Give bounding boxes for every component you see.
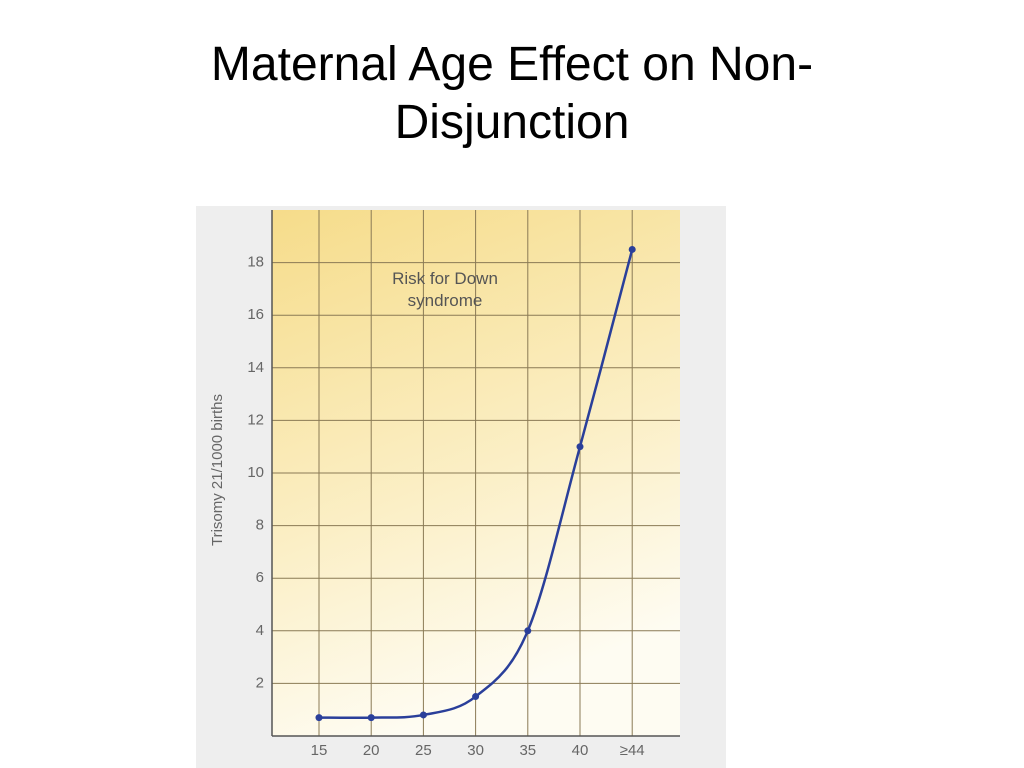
data-point <box>576 443 584 451</box>
y-tick-label: 14 <box>247 359 264 376</box>
y-tick-label: 12 <box>247 411 264 428</box>
x-tick-label: 25 <box>415 742 432 759</box>
y-axis-label: Trisomy 21/1000 births <box>209 394 226 546</box>
data-point <box>419 711 427 719</box>
y-tick-label: 16 <box>247 306 264 323</box>
data-point <box>367 714 375 722</box>
annotation: Risk for Down syndrome <box>392 269 498 310</box>
y-tick-label: 8 <box>256 517 264 534</box>
y-tick-label: 18 <box>247 254 264 271</box>
y-tick-label: 10 <box>247 464 264 481</box>
x-tick-label: 35 <box>519 742 536 759</box>
data-point <box>315 714 323 722</box>
data-point <box>472 693 480 701</box>
y-tick-label: 2 <box>256 674 264 691</box>
data-point <box>524 627 532 635</box>
x-tick-label: 40 <box>572 742 589 759</box>
data-line <box>318 249 634 720</box>
x-tick-label: ≥44 <box>620 742 645 759</box>
data-point <box>628 245 636 253</box>
x-tick-label: 30 <box>467 742 484 759</box>
y-tick-label: 6 <box>256 569 264 586</box>
x-tick-label: 20 <box>363 742 380 759</box>
y-tick-label: 4 <box>256 622 264 639</box>
slide-title: Maternal Age Effect on Non-Disjunction <box>210 38 814 149</box>
x-tick-label: 15 <box>311 742 328 759</box>
